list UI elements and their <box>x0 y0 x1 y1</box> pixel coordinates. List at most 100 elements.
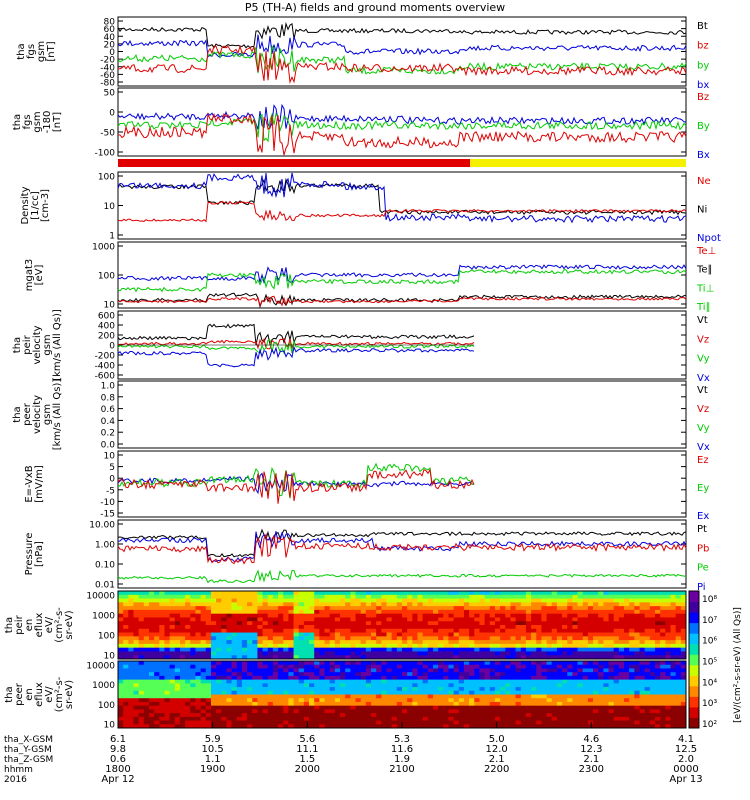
spectrogram-cell <box>267 668 274 673</box>
spectrogram-cell <box>551 661 558 666</box>
spectrogram-cell <box>593 679 599 684</box>
spectrogram-cell <box>195 636 202 641</box>
spectrogram-cell <box>329 675 336 681</box>
spectrogram-cell <box>334 628 341 633</box>
spectrogram-cell <box>324 716 331 721</box>
spectrogram-cell <box>402 713 408 718</box>
spectrogram-cell <box>624 655 630 660</box>
spectrogram-cell <box>298 694 305 699</box>
spectrogram-cell <box>309 640 315 645</box>
spectrogram-cell <box>479 636 486 641</box>
spectrogram-cell <box>494 594 501 599</box>
spectrogram-cell <box>179 672 186 677</box>
spectrogram-cell <box>536 675 542 681</box>
spectrogram-cell <box>639 647 646 652</box>
spectrogram-cell <box>458 640 465 645</box>
spectrogram-cell <box>608 594 615 599</box>
spectrogram-cell <box>562 668 568 673</box>
spectrogram-cell <box>252 713 258 718</box>
spectrogram-cell <box>210 672 217 677</box>
spectrogram-cell <box>494 625 501 630</box>
spectrogram-cell <box>458 613 465 618</box>
y-tick-label: 10 <box>104 202 116 212</box>
spectrogram-cell <box>340 606 346 611</box>
spectrogram-cell <box>670 724 677 729</box>
spectrogram-cell <box>469 720 475 725</box>
spectrogram-cell <box>474 625 480 630</box>
spectrogram-cell <box>231 625 238 630</box>
spectrogram-cell <box>371 716 377 721</box>
spectrogram-cell <box>231 709 238 714</box>
spectrogram-cell <box>371 606 377 611</box>
spectrogram-cell <box>474 716 480 721</box>
spectrogram-cell <box>236 698 243 703</box>
spectrogram-cell <box>386 621 393 626</box>
spectrogram-cell <box>319 716 325 721</box>
spectrogram-cell <box>665 675 671 681</box>
spectrogram-cell <box>216 613 222 618</box>
spectrogram-cell <box>582 609 589 615</box>
spectrogram-cell <box>515 698 522 703</box>
spectrogram-cell <box>143 606 150 611</box>
legend-label: Pe <box>697 563 709 574</box>
spectrogram-cell <box>412 698 418 703</box>
spectrogram-cell <box>680 713 687 718</box>
x-axis-row-label: tha_Z-GSM <box>4 755 53 765</box>
spectrogram-cell <box>314 687 320 692</box>
spectrogram-cell <box>453 643 460 649</box>
spectrogram-cell <box>510 640 516 645</box>
spectrogram-cell <box>371 713 377 718</box>
spectrogram-cell <box>432 651 439 656</box>
spectrogram-cell <box>272 643 279 649</box>
spectrogram-cell <box>293 679 300 684</box>
spectrogram-cell <box>551 698 558 703</box>
spectrogram-cell <box>355 713 362 718</box>
spectrogram-cell <box>665 613 671 618</box>
spectrogram-cell <box>148 705 155 710</box>
y-tick-label: 1.0 <box>101 382 116 392</box>
spectrogram-cell <box>556 690 563 695</box>
spectrogram-cell <box>567 668 573 673</box>
spectrogram-cell <box>278 705 284 710</box>
spectrogram-cell <box>247 591 253 596</box>
spectrogram-cell <box>660 609 666 615</box>
spectrogram-cell <box>494 672 501 677</box>
spectrogram-cell <box>546 683 553 688</box>
spectrogram-cell <box>567 632 573 637</box>
spectrogram-cell <box>154 683 160 688</box>
y-axis-label: Density <box>20 186 31 224</box>
spectrogram-cell <box>288 591 294 596</box>
spectrogram-cell <box>469 606 475 611</box>
spectrogram-cell <box>469 643 475 649</box>
spectrogram-cell <box>262 591 269 596</box>
spectrogram-cell <box>371 687 377 692</box>
spectrogram-cell <box>371 655 377 660</box>
spectrogram-cell <box>272 661 279 666</box>
spectrogram-cell <box>510 716 516 721</box>
spectrogram-cell <box>293 716 300 721</box>
spectrogram-cell <box>148 606 155 611</box>
spectrogram-cell <box>510 720 516 725</box>
spectrogram-cell <box>670 672 677 677</box>
spectrogram-cell <box>520 675 527 681</box>
spectrogram-cell <box>334 591 341 596</box>
spectrogram-cell <box>536 591 542 596</box>
spectrogram-cell <box>391 661 398 666</box>
spectrogram-cell <box>190 613 196 618</box>
spectrogram-cell <box>247 679 253 684</box>
spectrogram-cell <box>412 687 418 692</box>
spectrogram-cell <box>608 709 615 714</box>
spectrogram-cell <box>324 720 331 725</box>
spectrogram-cell <box>649 640 656 645</box>
y-tick-label: 60 <box>104 25 116 35</box>
spectrogram-cell <box>252 687 258 692</box>
spectrogram-cell <box>118 591 124 596</box>
spectrogram-cell <box>644 598 651 603</box>
spectrogram-cell <box>422 613 429 618</box>
spectrogram-cell <box>123 643 129 649</box>
spectrogram-cell <box>412 643 418 649</box>
spectrogram-cell <box>613 690 620 695</box>
series-line <box>117 339 475 355</box>
spectrogram-cell <box>185 720 191 725</box>
spectrogram-cell <box>283 683 289 688</box>
